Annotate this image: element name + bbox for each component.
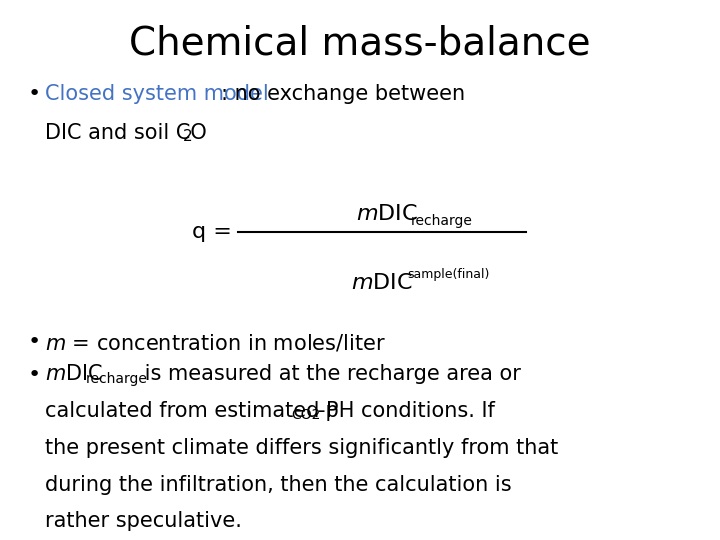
Text: recharge: recharge bbox=[411, 214, 473, 228]
Text: Closed system model: Closed system model bbox=[45, 84, 269, 104]
Text: DIC and soil CO: DIC and soil CO bbox=[45, 123, 207, 143]
Text: rather speculative.: rather speculative. bbox=[45, 511, 241, 531]
Text: : no exchange between: : no exchange between bbox=[221, 84, 465, 104]
Text: Chemical mass-balance: Chemical mass-balance bbox=[129, 24, 591, 62]
Text: the present climate differs significantly from that: the present climate differs significantl… bbox=[45, 438, 558, 458]
Text: •: • bbox=[27, 332, 40, 352]
Text: -pH conditions. If: -pH conditions. If bbox=[318, 401, 495, 421]
Text: •: • bbox=[27, 84, 40, 104]
Text: q =: q = bbox=[192, 222, 232, 242]
Text: CO2: CO2 bbox=[291, 408, 320, 422]
Text: during the infiltration, then the calculation is: during the infiltration, then the calcul… bbox=[45, 475, 511, 495]
Text: recharge: recharge bbox=[86, 372, 148, 386]
Text: $\mathit{m}$DIC: $\mathit{m}$DIC bbox=[351, 273, 413, 293]
Text: 2: 2 bbox=[183, 129, 192, 144]
Text: •: • bbox=[27, 364, 40, 384]
Text: is measured at the recharge area or: is measured at the recharge area or bbox=[138, 364, 521, 384]
Text: $\mathit{m}$DIC: $\mathit{m}$DIC bbox=[45, 364, 102, 384]
Text: $\mathit{m}$DIC: $\mathit{m}$DIC bbox=[356, 204, 418, 224]
Text: calculated from estimated P: calculated from estimated P bbox=[45, 401, 338, 421]
Text: sample(final): sample(final) bbox=[407, 268, 489, 281]
Text: $\mathit{m}$ = concentration in moles/liter: $\mathit{m}$ = concentration in moles/li… bbox=[45, 332, 385, 353]
